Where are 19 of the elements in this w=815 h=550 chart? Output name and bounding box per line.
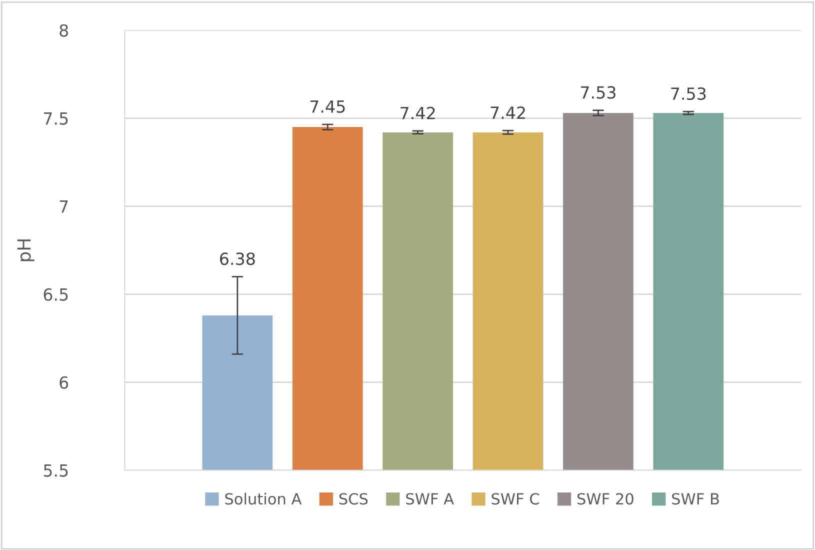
legend-label: SWF B — [672, 493, 719, 505]
data-label: 7.42 — [490, 106, 525, 119]
y-tick-label: 6.5 — [44, 288, 68, 301]
y-tick-label: 6 — [60, 376, 68, 389]
data-label: 6.38 — [220, 252, 255, 266]
legend-label: SCS — [339, 493, 368, 505]
data-label: 7.42 — [400, 106, 435, 120]
y-tick-label: 7 — [60, 200, 68, 213]
y-tick-label: 8 — [60, 24, 68, 37]
legend-label: Solution A — [225, 492, 302, 505]
legend-label: SWF A — [406, 493, 454, 505]
y-axis-title: pH — [17, 240, 34, 262]
data-label: 7.53 — [581, 86, 616, 99]
y-tick-label: 5.5 — [44, 464, 68, 477]
legend-label: SWF 20 — [577, 493, 634, 505]
y-tick-label: 7.5 — [44, 112, 68, 125]
data-label: 7.53 — [671, 87, 706, 100]
legend-label: SWF C — [492, 493, 539, 505]
data-label: 7.45 — [310, 100, 345, 113]
